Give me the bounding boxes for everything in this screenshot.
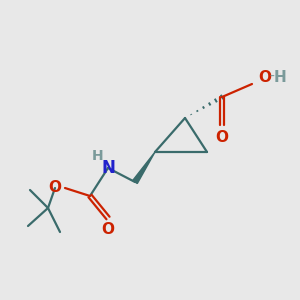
Text: -: - bbox=[269, 70, 274, 84]
Text: N: N bbox=[101, 159, 115, 177]
Text: O: O bbox=[101, 223, 115, 238]
Polygon shape bbox=[133, 152, 155, 184]
Text: O: O bbox=[49, 181, 62, 196]
Text: H: H bbox=[274, 70, 287, 86]
Text: O: O bbox=[215, 130, 229, 146]
Text: O: O bbox=[258, 70, 271, 86]
Text: H: H bbox=[92, 149, 104, 163]
